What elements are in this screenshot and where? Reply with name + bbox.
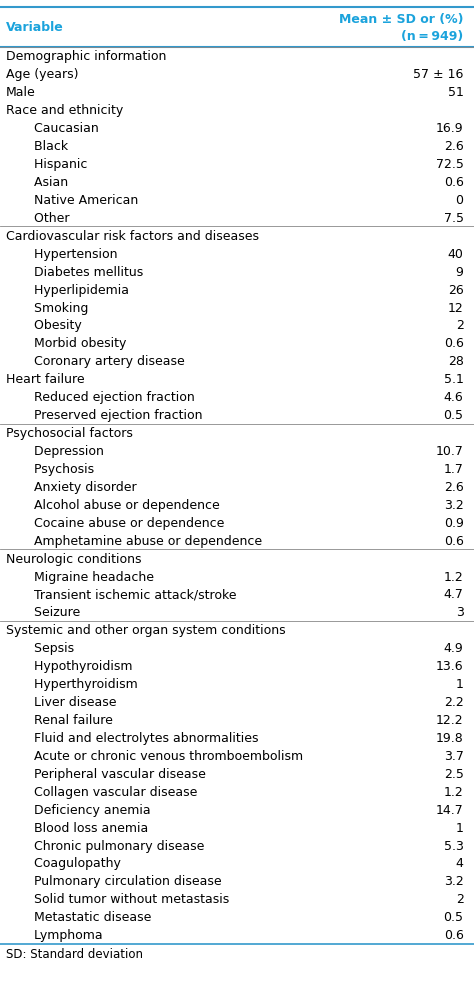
- Text: 2.2: 2.2: [444, 695, 464, 708]
- Text: Sepsis: Sepsis: [26, 642, 74, 655]
- Text: 0.6: 0.6: [444, 534, 464, 547]
- Text: SD: Standard deviation: SD: Standard deviation: [6, 948, 143, 960]
- Text: Black: Black: [26, 140, 68, 153]
- Text: Diabetes mellitus: Diabetes mellitus: [26, 265, 143, 278]
- Text: Acute or chronic venous thromboembolism: Acute or chronic venous thromboembolism: [26, 749, 303, 762]
- Text: 0: 0: [456, 193, 464, 207]
- Text: Neurologic conditions: Neurologic conditions: [6, 552, 141, 565]
- Text: Solid tumor without metastasis: Solid tumor without metastasis: [26, 892, 229, 905]
- Text: Transient ischemic attack/stroke: Transient ischemic attack/stroke: [26, 588, 237, 600]
- Text: Smoking: Smoking: [26, 302, 89, 315]
- Text: 2.5: 2.5: [444, 767, 464, 780]
- Text: Seizure: Seizure: [26, 605, 80, 619]
- Text: 5.1: 5.1: [444, 373, 464, 386]
- Text: 3.2: 3.2: [444, 875, 464, 887]
- Text: Fluid and electrolytes abnormalities: Fluid and electrolytes abnormalities: [26, 732, 259, 744]
- Text: Age (years): Age (years): [6, 68, 78, 81]
- Text: Hispanic: Hispanic: [26, 158, 87, 171]
- Text: 51: 51: [448, 86, 464, 100]
- Text: 10.7: 10.7: [436, 445, 464, 458]
- Text: 1.2: 1.2: [444, 570, 464, 583]
- Text: Peripheral vascular disease: Peripheral vascular disease: [26, 767, 206, 780]
- Text: 0.5: 0.5: [444, 910, 464, 923]
- Text: 4.7: 4.7: [444, 588, 464, 600]
- Text: Variable: Variable: [6, 22, 64, 35]
- Text: 1.2: 1.2: [444, 785, 464, 798]
- Text: Race and ethnicity: Race and ethnicity: [6, 105, 123, 117]
- Text: (n = 949): (n = 949): [401, 31, 464, 43]
- Text: Lymphoma: Lymphoma: [26, 928, 103, 942]
- Text: Hyperthyroidism: Hyperthyroidism: [26, 677, 138, 690]
- Text: Amphetamine abuse or dependence: Amphetamine abuse or dependence: [26, 534, 262, 547]
- Text: 0.5: 0.5: [444, 409, 464, 422]
- Text: Asian: Asian: [26, 176, 68, 188]
- Text: Systemic and other organ system conditions: Systemic and other organ system conditio…: [6, 624, 285, 637]
- Text: 4.6: 4.6: [444, 390, 464, 404]
- Text: 57 ± 16: 57 ± 16: [413, 68, 464, 81]
- Text: 9: 9: [456, 265, 464, 278]
- Text: Psychosocial factors: Psychosocial factors: [6, 427, 133, 440]
- Text: 0.6: 0.6: [444, 928, 464, 942]
- Text: 2: 2: [456, 319, 464, 332]
- Text: 12.2: 12.2: [436, 713, 464, 727]
- Text: Collagen vascular disease: Collagen vascular disease: [26, 785, 198, 798]
- Text: Demographic information: Demographic information: [6, 50, 166, 63]
- Text: Mean ± SD or (%): Mean ± SD or (%): [339, 14, 464, 27]
- Text: 72.5: 72.5: [436, 158, 464, 171]
- Text: 2.6: 2.6: [444, 140, 464, 153]
- Text: 1: 1: [456, 677, 464, 690]
- Text: 4.9: 4.9: [444, 642, 464, 655]
- Text: 19.8: 19.8: [436, 732, 464, 744]
- Text: Obesity: Obesity: [26, 319, 82, 332]
- Text: 13.6: 13.6: [436, 660, 464, 672]
- Text: 3.7: 3.7: [444, 749, 464, 762]
- Text: 40: 40: [448, 247, 464, 260]
- Text: Native American: Native American: [26, 193, 138, 207]
- Text: Male: Male: [6, 86, 36, 100]
- Text: Preserved ejection fraction: Preserved ejection fraction: [26, 409, 202, 422]
- Text: Hypothyroidism: Hypothyroidism: [26, 660, 133, 672]
- Text: 7.5: 7.5: [444, 212, 464, 225]
- Text: 26: 26: [448, 283, 464, 297]
- Text: 12: 12: [448, 302, 464, 315]
- Text: Coagulopathy: Coagulopathy: [26, 857, 121, 870]
- Text: Cardiovascular risk factors and diseases: Cardiovascular risk factors and diseases: [6, 230, 259, 243]
- Text: Deficiency anemia: Deficiency anemia: [26, 803, 151, 815]
- Text: Hypertension: Hypertension: [26, 247, 118, 260]
- Text: 0.6: 0.6: [444, 337, 464, 350]
- Text: 2.6: 2.6: [444, 480, 464, 493]
- Text: 4: 4: [456, 857, 464, 870]
- Text: Hyperlipidemia: Hyperlipidemia: [26, 283, 129, 297]
- Text: Blood loss anemia: Blood loss anemia: [26, 820, 148, 834]
- Text: 3.2: 3.2: [444, 498, 464, 512]
- Text: Caucasian: Caucasian: [26, 122, 99, 135]
- Text: 0.9: 0.9: [444, 517, 464, 529]
- Text: 2: 2: [456, 892, 464, 905]
- Text: Other: Other: [26, 212, 70, 225]
- Text: Reduced ejection fraction: Reduced ejection fraction: [26, 390, 195, 404]
- Text: Psychosis: Psychosis: [26, 462, 94, 475]
- Text: 16.9: 16.9: [436, 122, 464, 135]
- Text: 3: 3: [456, 605, 464, 619]
- Text: Coronary artery disease: Coronary artery disease: [26, 355, 185, 368]
- Text: 1: 1: [456, 820, 464, 834]
- Text: 1.7: 1.7: [444, 462, 464, 475]
- Text: 28: 28: [448, 355, 464, 368]
- Text: 14.7: 14.7: [436, 803, 464, 815]
- Text: Depression: Depression: [26, 445, 104, 458]
- Text: Pulmonary circulation disease: Pulmonary circulation disease: [26, 875, 222, 887]
- Text: Metastatic disease: Metastatic disease: [26, 910, 152, 923]
- Text: Heart failure: Heart failure: [6, 373, 84, 386]
- Text: Alcohol abuse or dependence: Alcohol abuse or dependence: [26, 498, 220, 512]
- Text: Anxiety disorder: Anxiety disorder: [26, 480, 137, 493]
- Text: Migraine headache: Migraine headache: [26, 570, 154, 583]
- Text: 5.3: 5.3: [444, 839, 464, 852]
- Text: Morbid obesity: Morbid obesity: [26, 337, 127, 350]
- Text: Liver disease: Liver disease: [26, 695, 117, 708]
- Text: Renal failure: Renal failure: [26, 713, 113, 727]
- Text: Cocaine abuse or dependence: Cocaine abuse or dependence: [26, 517, 225, 529]
- Text: 0.6: 0.6: [444, 176, 464, 188]
- Text: Chronic pulmonary disease: Chronic pulmonary disease: [26, 839, 204, 852]
